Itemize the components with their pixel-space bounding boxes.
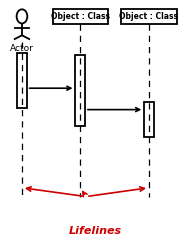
Bar xyxy=(144,102,154,137)
Text: Actor: Actor xyxy=(10,44,34,53)
Bar xyxy=(53,9,108,24)
Text: Object : Class: Object : Class xyxy=(51,12,110,21)
Bar xyxy=(17,53,27,108)
Bar xyxy=(121,9,177,24)
Text: Lifelines: Lifelines xyxy=(69,226,122,236)
Bar xyxy=(75,55,85,126)
Text: Object : Class: Object : Class xyxy=(120,12,178,21)
